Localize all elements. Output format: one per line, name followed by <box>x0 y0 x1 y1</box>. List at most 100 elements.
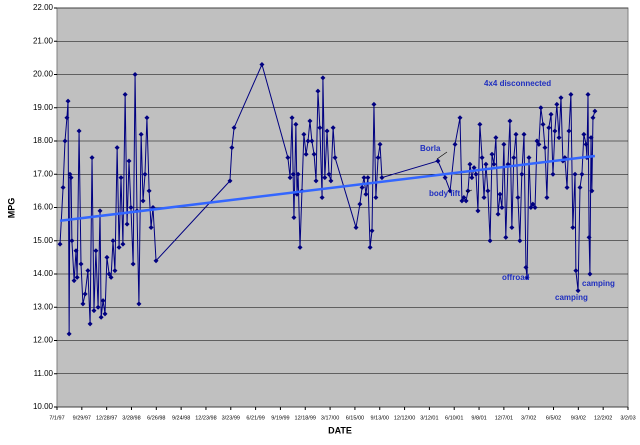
data-point <box>581 131 587 137</box>
data-point <box>587 271 593 277</box>
data-point <box>534 138 540 144</box>
x-tick-label: 3/28/98 <box>122 415 140 421</box>
data-point <box>375 155 381 161</box>
data-point <box>499 205 505 210</box>
data-point <box>550 171 556 177</box>
data-point <box>62 138 68 144</box>
y-tick-label: 15.00 <box>33 236 54 245</box>
data-point <box>377 141 383 147</box>
data-point <box>361 175 367 181</box>
data-point <box>291 214 297 220</box>
data-point <box>511 155 517 161</box>
x-tick-label: 3/2/03 <box>620 415 635 421</box>
data-point <box>521 131 527 137</box>
data-point <box>148 224 154 230</box>
x-tick-label: 12/12/00 <box>394 415 415 421</box>
data-point <box>136 301 142 307</box>
data-point <box>328 178 334 184</box>
data-point <box>73 248 79 254</box>
data-point <box>322 175 328 181</box>
x-axis-title: DATE <box>328 425 352 435</box>
data-point <box>519 171 525 177</box>
x-tick-label: 9/19/99 <box>271 415 289 421</box>
data-point <box>259 62 265 68</box>
data-point <box>289 115 295 121</box>
data-point <box>487 238 493 244</box>
data-point <box>76 128 82 134</box>
data-point <box>80 301 86 307</box>
x-tick-label: 12/7/01 <box>495 415 513 421</box>
data-point <box>509 224 515 230</box>
data-point <box>552 128 558 134</box>
x-tick-label: 9/8/01 <box>471 415 486 421</box>
data-point <box>491 161 497 167</box>
data-point <box>475 208 481 214</box>
data-point <box>64 115 70 121</box>
data-point <box>367 244 373 250</box>
data-point <box>332 155 338 161</box>
x-tick-label: 9/3/02 <box>571 415 586 421</box>
x-tick-label: 6/26/98 <box>147 415 165 421</box>
data-point <box>140 198 146 204</box>
x-tick-label: 3/12/01 <box>420 415 438 421</box>
y-tick-label: 14.00 <box>33 269 54 278</box>
data-point <box>71 278 77 284</box>
data-point <box>320 75 326 81</box>
data-point <box>110 238 116 244</box>
data-point <box>128 205 134 210</box>
data-point <box>526 155 532 161</box>
y-tick-label: 13.00 <box>33 302 54 311</box>
data-point <box>353 224 359 230</box>
data-point <box>106 271 112 277</box>
data-point <box>313 178 319 184</box>
data-point <box>548 111 554 117</box>
data-point <box>104 254 110 260</box>
data-point <box>297 244 303 250</box>
data-point <box>363 191 369 197</box>
data-point <box>452 141 458 147</box>
data-point <box>120 241 126 247</box>
data-point <box>153 258 159 264</box>
data-point <box>513 131 519 137</box>
data-point <box>130 261 136 267</box>
data-point <box>556 135 562 141</box>
data-point <box>359 185 365 191</box>
annotation: offroad <box>502 273 530 282</box>
data-point <box>138 131 144 137</box>
data-point <box>528 205 534 210</box>
data-point <box>293 121 299 127</box>
data-point <box>108 274 114 280</box>
data-point <box>112 268 118 274</box>
y-tick-label: 16.00 <box>33 203 54 212</box>
data-point <box>146 188 152 194</box>
data-point <box>572 171 578 177</box>
data-point <box>524 274 530 280</box>
data-point <box>126 158 132 164</box>
data-point <box>295 171 301 177</box>
data-point <box>82 291 88 297</box>
data-point <box>579 171 585 177</box>
y-tick-label: 22.00 <box>33 3 54 12</box>
annotation: camping <box>582 279 615 288</box>
data-point <box>78 261 84 267</box>
data-point <box>326 171 332 177</box>
y-tick-label: 18.00 <box>33 136 54 145</box>
data-point <box>471 165 477 171</box>
data-point <box>546 125 552 131</box>
y-tick-label: 17.00 <box>33 169 54 178</box>
annotation: camping <box>555 293 588 302</box>
trendline <box>59 154 596 223</box>
data-point <box>457 115 463 121</box>
y-tick-label: 11.00 <box>34 369 54 378</box>
data-point <box>74 274 80 280</box>
data-point <box>497 191 503 197</box>
data-point <box>442 175 448 181</box>
data-point <box>477 121 483 127</box>
data-point <box>573 268 579 274</box>
data-point <box>570 224 576 230</box>
y-tick-label: 21.00 <box>33 36 54 45</box>
data-point <box>589 188 595 194</box>
y-tick-label: 12.00 <box>33 336 54 345</box>
data-point <box>124 221 130 227</box>
